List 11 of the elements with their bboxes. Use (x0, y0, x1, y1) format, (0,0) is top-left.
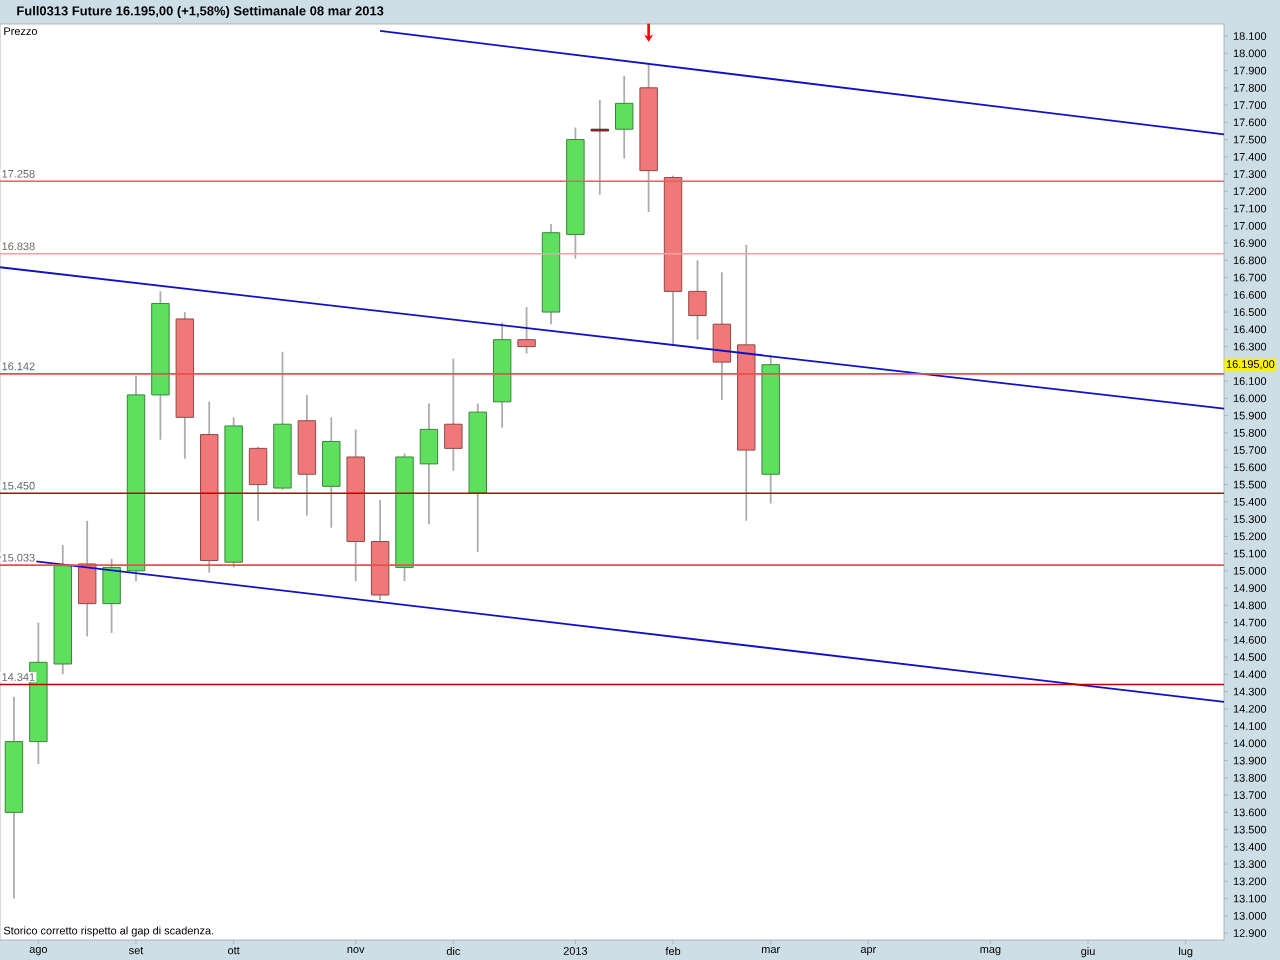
candlestick (712, 271, 732, 401)
candlestick (444, 357, 463, 472)
candlestick (590, 99, 610, 196)
candlestick (419, 402, 439, 526)
candlestick (688, 259, 707, 341)
candlestick (248, 445, 268, 522)
candlestick (615, 74, 634, 160)
candlestick (517, 306, 536, 355)
candlestick (322, 416, 341, 529)
candlestick (102, 557, 121, 634)
candlestick (77, 519, 97, 638)
